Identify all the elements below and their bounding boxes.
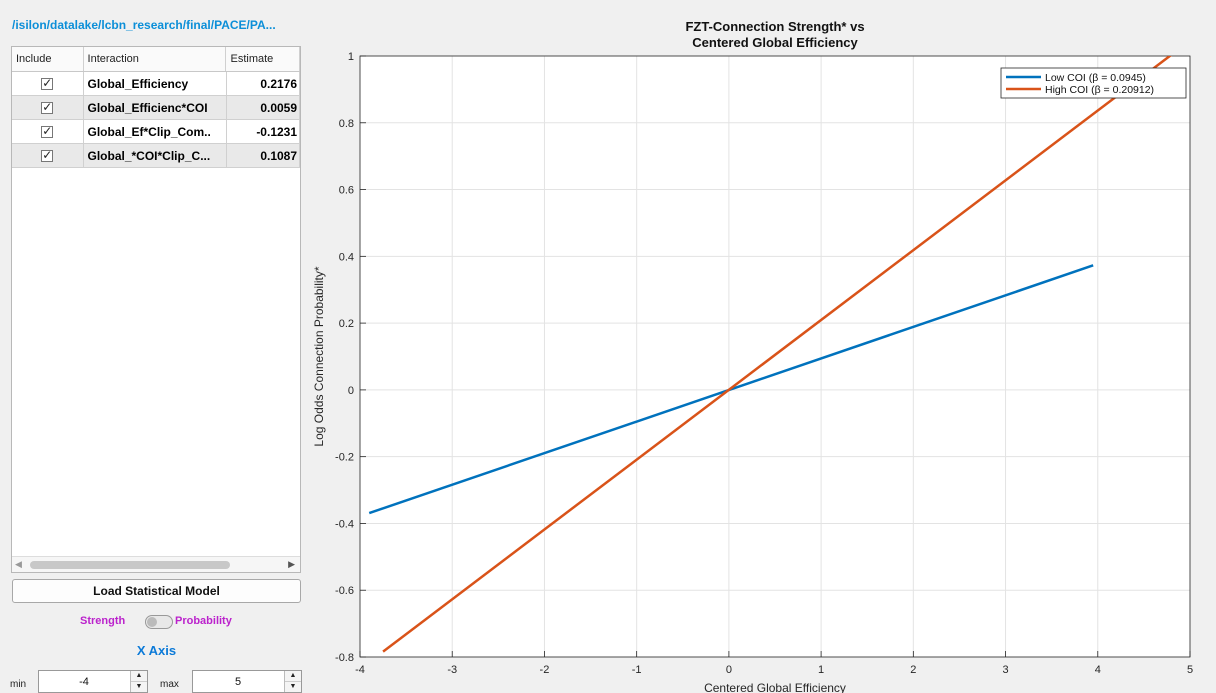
y-tick-label: 0.4 [339, 251, 354, 263]
x-min-spinner[interactable]: -4 ▲ ▼ [38, 670, 148, 693]
x-tick-label: 1 [818, 664, 824, 676]
header-estimate[interactable]: Estimate [226, 47, 300, 71]
y-tick-label: 0 [348, 385, 354, 397]
plot-frame [359, 55, 1191, 658]
table-row[interactable]: Global_Efficiency 0.2176 [12, 72, 300, 96]
legend-box [1000, 67, 1187, 99]
model-path-title: /isilon/datalake/lcbn_research/final/PAC… [12, 18, 276, 32]
include-cell [12, 72, 84, 95]
y-tick-label: 0.8 [339, 118, 354, 130]
x-axis-section-title: X Axis [136, 643, 177, 658]
interaction-cell: Global_Efficienc*COI [84, 96, 227, 119]
strength-probability-toggle-row: Strength Probability [0, 612, 313, 632]
scrollbar-thumb[interactable] [30, 561, 230, 569]
x-tick-label: 4 [1095, 664, 1101, 676]
include-checkbox[interactable] [41, 76, 54, 90]
x-max-value[interactable]: 5 [234, 676, 242, 688]
x-tick-label: -2 [540, 664, 550, 676]
x-min-spinner-buttons: ▲ ▼ [130, 671, 147, 692]
decrement-icon[interactable]: ▼ [135, 682, 143, 690]
scroll-right-icon[interactable]: ▶ [288, 559, 295, 569]
include-cell [12, 144, 84, 167]
y-tick-label: 0.6 [339, 185, 354, 197]
interaction-table[interactable]: Include Interaction Estimate Global_Effi… [11, 46, 301, 573]
table-header: Include Interaction Estimate [12, 47, 300, 72]
y-tick-label: -0.6 [335, 585, 354, 597]
strength-probability-switch[interactable] [145, 615, 173, 629]
decrement-icon[interactable]: ▼ [289, 682, 297, 690]
y-tick-label: 0.2 [339, 318, 354, 330]
switch-knob [147, 617, 157, 627]
increment-icon[interactable]: ▲ [131, 671, 147, 682]
legend-entry: High COI (β = 0.20912) [1045, 84, 1154, 96]
y-tick-label: 1 [348, 51, 354, 63]
header-interaction[interactable]: Interaction [84, 47, 227, 71]
scroll-left-icon[interactable]: ◀ [15, 559, 22, 569]
table-row[interactable]: Global_Ef*Clip_Com.. -0.1231 [12, 120, 300, 144]
x-tick-label: 5 [1187, 664, 1193, 676]
x-tick-label: 0 [726, 664, 732, 676]
max-label: max [160, 679, 179, 690]
include-checkbox[interactable] [41, 100, 54, 114]
chart-subtitle: Centered Global Efficiency [692, 35, 858, 50]
interaction-cell: Global_*COI*Clip_C... [84, 144, 227, 167]
x-tick-label: 2 [910, 664, 916, 676]
interaction-cell: Global_Ef*Clip_Com.. [84, 120, 227, 143]
y-tick-label: -0.8 [335, 652, 354, 664]
estimate-cell: 0.2176 [227, 72, 300, 95]
x-axis-label: Centered Global Efficiency [704, 681, 846, 693]
x-min-value[interactable]: -4 [79, 676, 89, 688]
line-chart: -4 -3 -2 -1 0 1 2 3 4 5 -0.8 -0.6 -0.4 -0.2 0 0.2 0.4 0.6… [312, 19, 1193, 693]
legend-entry: Low COI (β = 0.0945) [1045, 72, 1146, 84]
x-tick-label: -4 [355, 664, 365, 676]
x-tick-label: 3 [1002, 664, 1008, 676]
series-line-1 [382, 56, 1172, 653]
y-tick-label: -0.4 [335, 518, 354, 530]
chart-title: FZT-Connection Strength* vs [685, 19, 864, 34]
include-checkbox[interactable] [41, 124, 54, 138]
y-axis-label: Log Odds Connection Probability* [312, 266, 326, 446]
interaction-cell: Global_Efficiency [84, 72, 227, 95]
x-tick-label: -3 [447, 664, 457, 676]
include-cell [12, 96, 84, 119]
table-row[interactable]: Global_Efficienc*COI 0.0059 [12, 96, 300, 120]
plot-area [360, 56, 1190, 657]
increment-icon[interactable]: ▲ [285, 671, 301, 682]
probability-label: Probability [175, 615, 232, 627]
table-row[interactable]: Global_*COI*Clip_C... 0.1087 [12, 144, 300, 168]
horizontal-scrollbar[interactable]: ◀ ▶ [12, 556, 300, 572]
include-cell [12, 120, 84, 143]
x-tick-label: -1 [632, 664, 642, 676]
estimate-cell: 0.1087 [227, 144, 300, 167]
y-tick-label: -0.2 [335, 452, 354, 464]
include-checkbox[interactable] [41, 148, 54, 162]
strength-label: Strength [80, 615, 126, 627]
min-label: min [10, 679, 27, 690]
load-statistical-model-button[interactable]: Load Statistical Model [12, 579, 301, 603]
header-include[interactable]: Include [12, 47, 84, 71]
estimate-cell: 0.0059 [227, 96, 300, 119]
x-max-spinner-buttons: ▲ ▼ [284, 671, 301, 692]
estimate-cell: -0.1231 [227, 120, 300, 143]
x-max-spinner[interactable]: 5 ▲ ▼ [192, 670, 302, 693]
